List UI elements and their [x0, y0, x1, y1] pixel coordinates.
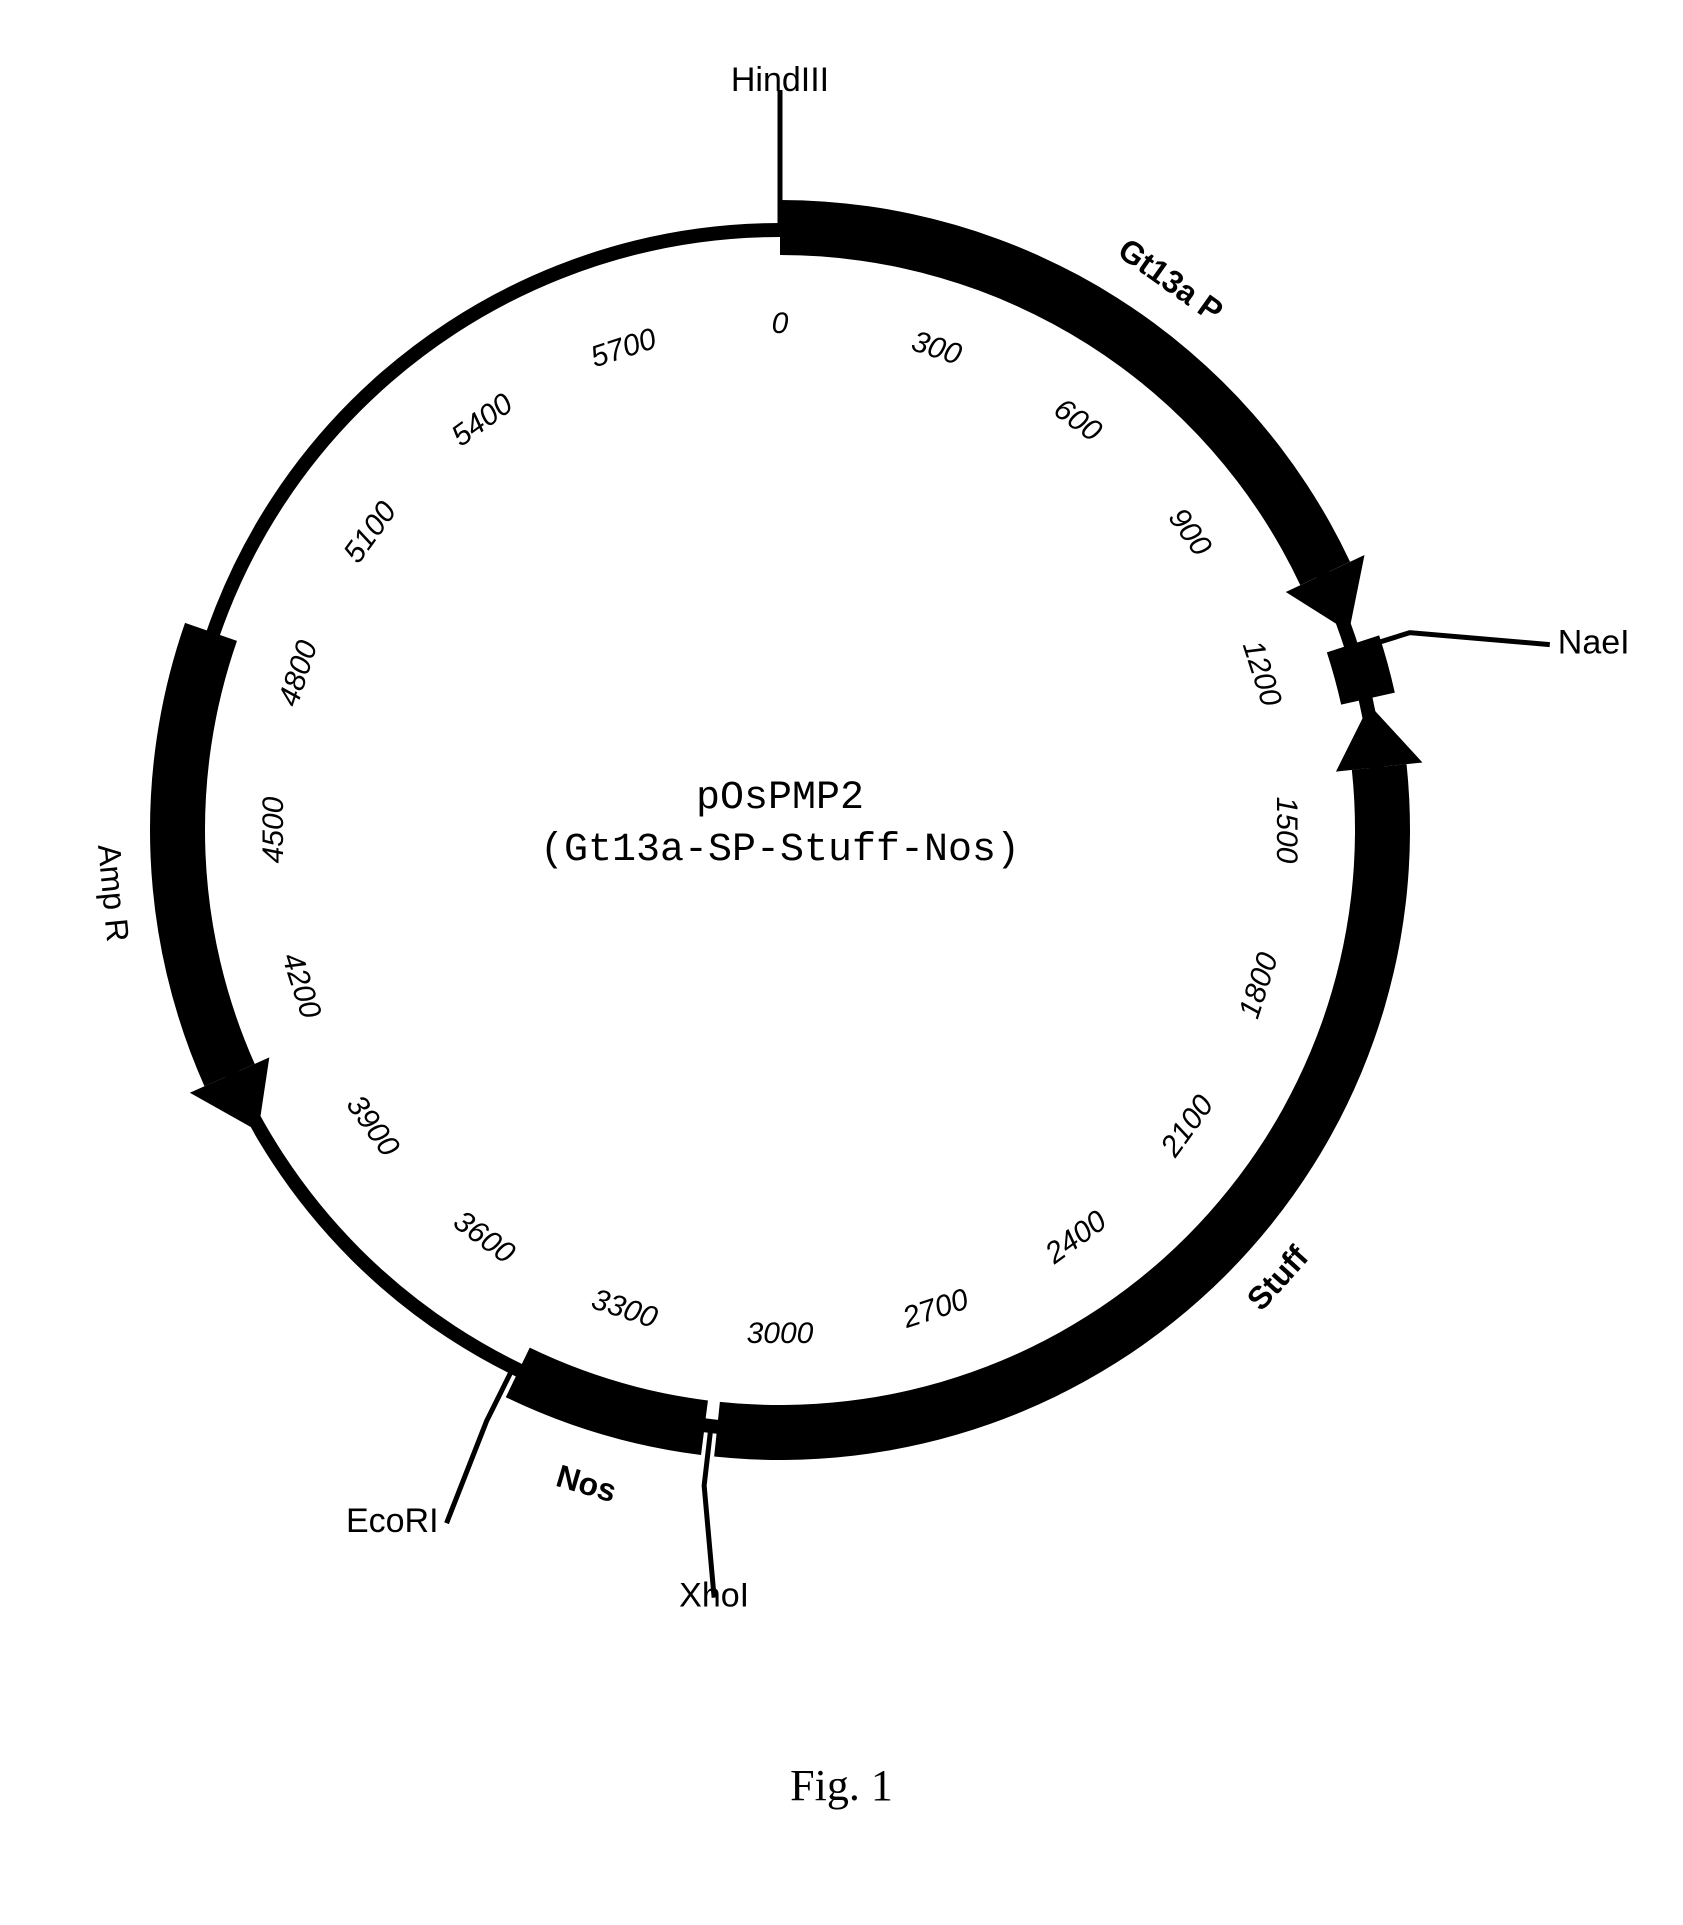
bp-tick-3900: 3900	[340, 1089, 406, 1163]
plasmid-map: Gt13a PSPStuffNosAmp R030060090012001500…	[0, 0, 1683, 1700]
plasmid-name-line2: (Gt13a-SP-Stuff-Nos)	[540, 828, 1020, 873]
plasmid-name-line1: pOsPMP2	[696, 776, 864, 821]
bp-tick-2400: 2400	[1038, 1204, 1112, 1271]
bp-tick-2700: 2700	[898, 1283, 973, 1335]
figure-container: Gt13a PSPStuffNosAmp R030060090012001500…	[0, 0, 1683, 1925]
bp-tick-1500: 1500	[1270, 797, 1303, 864]
feature-label-nos: Nos	[552, 1458, 620, 1510]
bp-tick-1200: 1200	[1236, 637, 1288, 711]
bp-tick-0: 0	[772, 307, 789, 340]
bp-tick-4500: 4500	[257, 796, 290, 863]
figure-caption: Fig. 1	[0, 1760, 1683, 1811]
bp-tick-2100: 2100	[1154, 1089, 1221, 1163]
bp-tick-5700: 5700	[587, 322, 661, 374]
feature-amp-r	[150, 623, 255, 1086]
bp-tick-4800: 4800	[272, 636, 324, 710]
bp-tick-5100: 5100	[337, 495, 403, 569]
site-label-hindiii: HindIII	[731, 61, 829, 99]
feature-label-stuff: Stuff	[1240, 1239, 1316, 1317]
bp-tick-4200: 4200	[275, 949, 327, 1023]
bp-tick-3600: 3600	[447, 1204, 521, 1270]
site-leader-xhoi	[704, 1432, 714, 1598]
bp-tick-5400: 5400	[446, 387, 520, 453]
feature-label-amp-r: Amp R	[91, 843, 136, 944]
bp-tick-3300: 3300	[588, 1283, 662, 1335]
feature-gt13a-p	[780, 200, 1350, 585]
bp-tick-3000: 3000	[747, 1317, 814, 1350]
bp-tick-600: 600	[1048, 392, 1108, 448]
site-leader-naei	[1358, 633, 1550, 649]
site-label-xhoi: XhoI	[679, 1577, 749, 1615]
feature-nos	[506, 1348, 708, 1455]
site-label-ecori: EcoRI	[346, 1502, 439, 1540]
site-leader-ecori	[447, 1373, 511, 1523]
bp-tick-900: 900	[1162, 502, 1218, 562]
bp-tick-300: 300	[908, 325, 966, 372]
feature-arrow-stuff	[1336, 705, 1423, 772]
site-label-naei: NaeI	[1558, 624, 1630, 662]
bp-tick-1800: 1800	[1233, 948, 1285, 1022]
